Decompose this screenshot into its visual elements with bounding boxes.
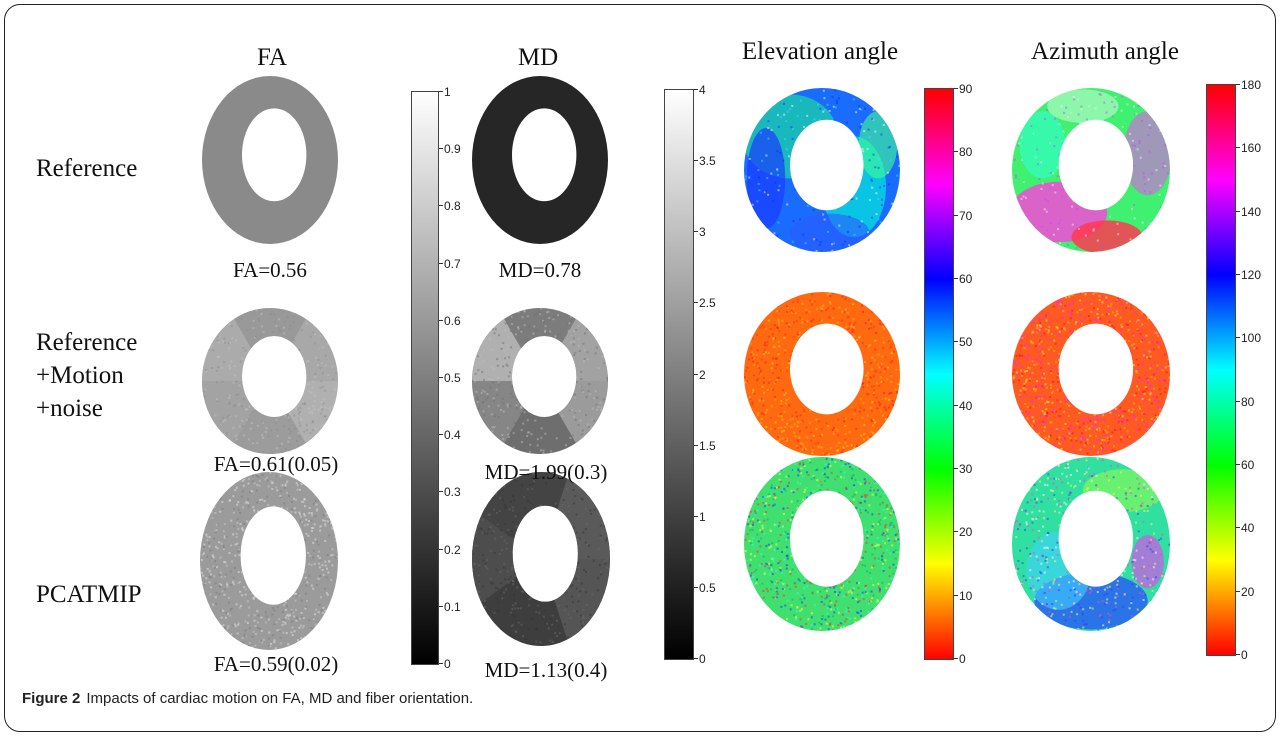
- fa-colorbar-tick: 0: [439, 657, 451, 671]
- md-pcatmip-map: [470, 470, 612, 648]
- azimuth-colorbar-tick: 60: [1235, 458, 1255, 472]
- md-reference-map: [470, 74, 610, 246]
- fa-reference-value: FA=0.56: [233, 258, 307, 282]
- md-colorbar-tick: 3.5: [694, 154, 716, 169]
- caption-label: Figure 2: [22, 690, 81, 707]
- elevation-colorbar-tick: 0: [954, 652, 966, 666]
- row-label-motion: Reference +Motion +noise: [36, 326, 137, 425]
- fa-colorbar-tick: 0.1: [439, 599, 461, 614]
- row-label-motion-line: +Motion: [36, 362, 124, 389]
- azimuth-colorbar-tick: 100: [1235, 331, 1262, 346]
- fa-colorbar-tick: 0.7: [439, 256, 461, 271]
- figure-caption: Figure 2 Impacts of cardiac motion on FA,…: [22, 690, 473, 707]
- fa-pcatmip-map: [198, 470, 340, 652]
- azimuth-motion-map: [1010, 290, 1172, 458]
- elevation-colorbar-tick: 50: [953, 335, 973, 350]
- fa-colorbar-tick: 0.8: [439, 199, 461, 214]
- md-motion-map: [470, 306, 610, 456]
- elevation-pcatmip-map: [742, 455, 902, 633]
- azimuth-reference-map: [1010, 86, 1172, 254]
- md-colorbar-tick: 3: [694, 225, 706, 240]
- fa-motion-map: [200, 306, 340, 456]
- md-colorbar-tick: 1.5: [694, 438, 716, 453]
- column-title-elevation: Elevation angle: [741, 38, 899, 65]
- fa-motion-value: FA=0.61(0.05): [213, 452, 339, 476]
- fa-colorbar-tick: 0.3: [439, 485, 461, 500]
- azimuth-colorbar-tick: 180: [1235, 78, 1262, 92]
- azimuth-colorbar-tick: 80: [1235, 394, 1255, 409]
- elevation-colorbar-tick: 90: [953, 82, 973, 96]
- azimuth-pcatmip-map: [1010, 455, 1172, 633]
- row-label-reference: Reference: [36, 155, 138, 182]
- md-colorbar-tick: 0: [694, 652, 706, 666]
- md-colorbar-tick: 1: [694, 509, 706, 524]
- elevation-colorbar-tick: 80: [953, 145, 973, 160]
- azimuth-colorbar-tick: 140: [1235, 204, 1262, 219]
- row-label-motion-line: Reference: [36, 329, 138, 356]
- elevation-colorbar-tick: 30: [953, 462, 973, 476]
- md-colorbar-tick: 0.5: [694, 580, 716, 595]
- elevation-colorbar-tick: 70: [953, 208, 973, 223]
- md-pcatmip-value: MD=1.13(0.4): [484, 658, 608, 682]
- azimuth-colorbar-tick: 120: [1235, 268, 1262, 282]
- fa-reference-map: [200, 74, 340, 246]
- md-motion-value: MD=1.99(0.3): [484, 460, 608, 484]
- row-label-pcatmip: PCATMIP: [36, 581, 142, 608]
- md-colorbar-tick: 2: [694, 367, 706, 382]
- fa-colorbar-tick: 1: [439, 85, 451, 99]
- elevation-colorbar-tick: 40: [953, 398, 973, 413]
- fa-colorbar-tick: 0.4: [439, 428, 461, 443]
- azimuth-colorbar: 180 160 140 120 100 80 60 40 20 0: [1206, 79, 1261, 661]
- fa-colorbar-tick: 0.5: [439, 371, 461, 385]
- fa-pcatmip-value: FA=0.59(0.02): [213, 652, 339, 676]
- azimuth-colorbar-tick: 40: [1235, 521, 1255, 536]
- elevation-colorbar-tick: 20: [953, 525, 973, 540]
- md-colorbar-tick: 2.5: [694, 296, 716, 311]
- fa-colorbar-tick: 0.6: [439, 313, 461, 328]
- elevation-motion-map: [742, 290, 902, 458]
- azimuth-colorbar-tick: 0: [1236, 648, 1248, 662]
- azimuth-colorbar-tick: 160: [1235, 141, 1262, 156]
- elevation-colorbar-tick: 60: [953, 272, 973, 286]
- md-colorbar: 4 3.5 3 2.5 2 1.5 1 0.5 0: [664, 84, 716, 665]
- fa-colorbar: 1 0.9 0.8 0.7 0.6 0.5 0.4 0.3 0.2 0.1 0: [411, 86, 461, 670]
- azimuth-colorbar-tick: 20: [1235, 584, 1255, 599]
- elevation-colorbar-tick: 10: [953, 588, 973, 603]
- fa-colorbar-tick: 0.9: [439, 142, 461, 157]
- caption-text: Impacts of cardiac motion on FA, MD and …: [86, 690, 474, 707]
- figure-frame: [4, 4, 1276, 732]
- column-title-fa: FA: [256, 44, 288, 71]
- md-colorbar-tick: 4: [694, 83, 706, 97]
- md-reference-value: MD=0.78: [498, 258, 582, 282]
- column-title-md: MD: [517, 44, 559, 71]
- elevation-colorbar: 90 80 70 60 50 40 30 20 10 0: [924, 83, 972, 665]
- elevation-reference-map: [742, 86, 902, 254]
- column-title-azimuth: Azimuth angle: [1031, 38, 1179, 65]
- row-label-motion-line: +noise: [36, 395, 103, 422]
- fa-colorbar-tick: 0.2: [439, 542, 461, 557]
